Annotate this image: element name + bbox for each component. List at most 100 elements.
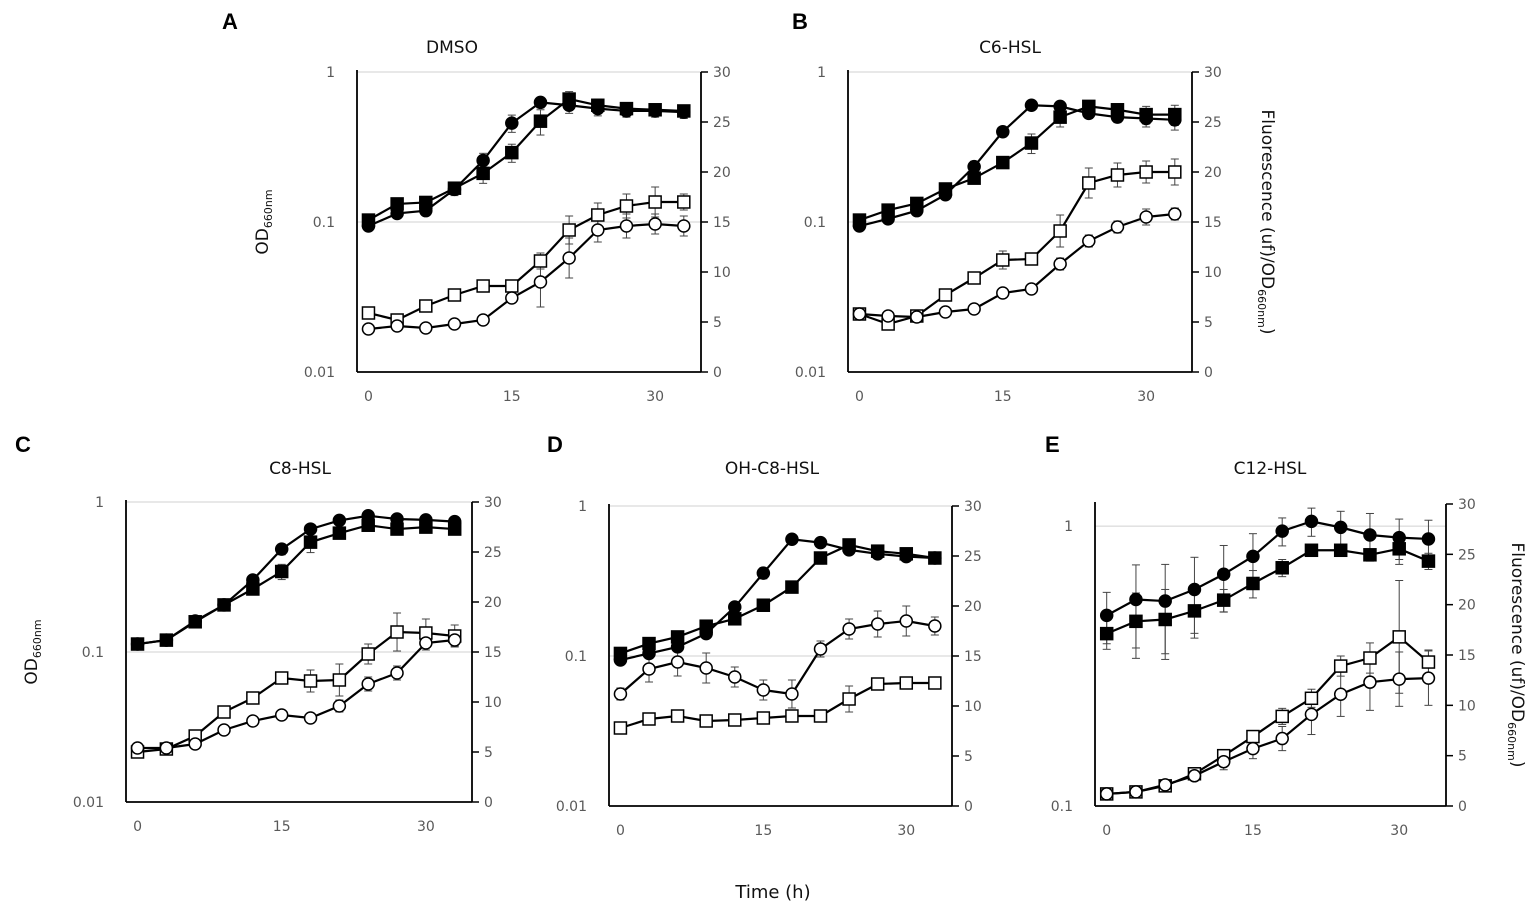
data-point-square bbox=[246, 582, 260, 596]
data-point-square bbox=[1275, 709, 1289, 724]
right-tick-label: 15 bbox=[1204, 215, 1222, 231]
data-point-square bbox=[785, 580, 799, 594]
right-axis-label-tail: ) bbox=[1507, 761, 1527, 768]
data-point-circle bbox=[1333, 687, 1348, 702]
data-point-circle bbox=[1158, 778, 1172, 792]
data-point-square bbox=[274, 671, 289, 685]
data-point-square bbox=[1187, 604, 1202, 618]
left-tick-label: 1 bbox=[326, 65, 335, 81]
left-axis-label: OD660nm bbox=[22, 619, 44, 684]
data-point-circle bbox=[159, 741, 174, 755]
right-axis-label-main: Fluorescence (uf)/OD bbox=[1257, 110, 1277, 290]
data-point-square bbox=[870, 544, 885, 558]
right-tick-label: 20 bbox=[964, 599, 982, 615]
data-point-square bbox=[852, 213, 867, 227]
data-point-square bbox=[677, 104, 691, 118]
data-point-circle bbox=[967, 159, 981, 174]
panel-b: B C6-HSL 1 0.1 0.01 0 5 10 15 20 25 30 0 15 30 Fluoresc… bbox=[792, 9, 1277, 405]
series-line bbox=[859, 104, 1175, 228]
data-point-circle bbox=[1053, 257, 1067, 271]
left-tick-label: 0.1 bbox=[1051, 799, 1073, 815]
data-point-square bbox=[188, 615, 202, 629]
panel-letter: A bbox=[222, 9, 238, 34]
data-point-circle bbox=[842, 622, 856, 636]
panel-title: OH-C8-HSL bbox=[725, 459, 820, 479]
data-point-circle bbox=[130, 741, 145, 755]
data-point-circle bbox=[699, 661, 713, 675]
right-tick-label: 30 bbox=[964, 499, 982, 515]
data-point-square bbox=[447, 181, 462, 195]
data-point-circle bbox=[332, 699, 347, 713]
data-point-square bbox=[591, 98, 605, 113]
data-point-circle bbox=[756, 683, 771, 697]
data-point-square bbox=[505, 145, 519, 160]
data-point-circle bbox=[1158, 594, 1172, 608]
data-point-circle bbox=[996, 286, 1010, 300]
data-point-square bbox=[1333, 543, 1348, 558]
left-axis-label-sub: 660nm bbox=[31, 619, 44, 658]
data-point-square bbox=[699, 619, 713, 633]
data-point-circle bbox=[996, 124, 1010, 139]
left-axis-label-main: OD bbox=[22, 658, 42, 684]
data-point-circle bbox=[217, 723, 231, 737]
series-line bbox=[1106, 547, 1429, 635]
data-point-circle bbox=[361, 322, 376, 336]
data-point-square bbox=[928, 676, 942, 690]
data-point-square bbox=[928, 551, 942, 565]
x-axis-label: Time (h) bbox=[734, 882, 810, 903]
data-point-square bbox=[699, 714, 713, 728]
right-tick-label: 5 bbox=[1204, 315, 1213, 331]
data-point-square bbox=[1246, 576, 1260, 591]
data-point-circle bbox=[1363, 675, 1377, 689]
data-point-square bbox=[1363, 651, 1377, 665]
right-tick-label: 15 bbox=[1458, 648, 1476, 664]
data-point-square bbox=[642, 712, 656, 726]
data-point-square bbox=[938, 288, 953, 302]
data-point-square bbox=[677, 195, 691, 209]
data-point-circle bbox=[1139, 210, 1153, 224]
data-point-square bbox=[613, 646, 628, 661]
right-tick-label: 25 bbox=[713, 115, 731, 131]
data-point-circle bbox=[303, 711, 318, 725]
data-point-square bbox=[1129, 614, 1143, 629]
right-tick-label: 20 bbox=[1204, 165, 1222, 181]
data-point-circle bbox=[785, 687, 799, 701]
data-point-circle bbox=[1275, 524, 1289, 538]
data-point-square bbox=[756, 598, 771, 612]
data-point-circle bbox=[813, 535, 828, 550]
right-tick-label: 20 bbox=[484, 595, 502, 611]
data-point-square bbox=[756, 711, 771, 725]
data-point-square bbox=[476, 166, 490, 181]
data-point-square bbox=[1421, 554, 1436, 568]
data-point-circle bbox=[1187, 769, 1202, 783]
data-point-circle bbox=[619, 219, 634, 233]
data-point-square bbox=[619, 101, 634, 116]
x-tick-label: 0 bbox=[616, 823, 625, 839]
data-point-circle bbox=[1392, 530, 1406, 545]
series-line bbox=[1106, 520, 1429, 617]
data-point-circle bbox=[1421, 532, 1436, 546]
data-point-circle bbox=[1392, 672, 1406, 686]
data-point-square bbox=[1053, 110, 1067, 124]
right-tick-label: 15 bbox=[484, 645, 502, 661]
right-axis-label: Fluorescence (uf)/OD660nm) bbox=[1505, 543, 1527, 768]
series-line bbox=[620, 538, 935, 662]
data-point-circle bbox=[967, 302, 981, 316]
data-point-circle bbox=[928, 619, 942, 633]
x-tick-label: 30 bbox=[1137, 389, 1155, 405]
left-tick-label: 0.1 bbox=[82, 645, 104, 661]
right-tick-label: 15 bbox=[713, 215, 731, 231]
x-tick-label: 30 bbox=[897, 823, 915, 839]
data-point-square bbox=[899, 676, 914, 690]
right-axis-label-sub: 660nm bbox=[1255, 289, 1268, 328]
panel-title: C8-HSL bbox=[269, 459, 331, 479]
data-point-square bbox=[361, 306, 376, 320]
data-point-square bbox=[1421, 655, 1436, 669]
series-line bbox=[620, 543, 936, 655]
right-tick-label: 10 bbox=[1204, 265, 1222, 281]
left-tick-label: 1 bbox=[1064, 519, 1073, 535]
data-point-square bbox=[881, 203, 895, 217]
right-tick-label: 10 bbox=[1458, 698, 1476, 714]
series-line bbox=[1106, 635, 1430, 796]
x-tick-label: 0 bbox=[855, 389, 864, 405]
